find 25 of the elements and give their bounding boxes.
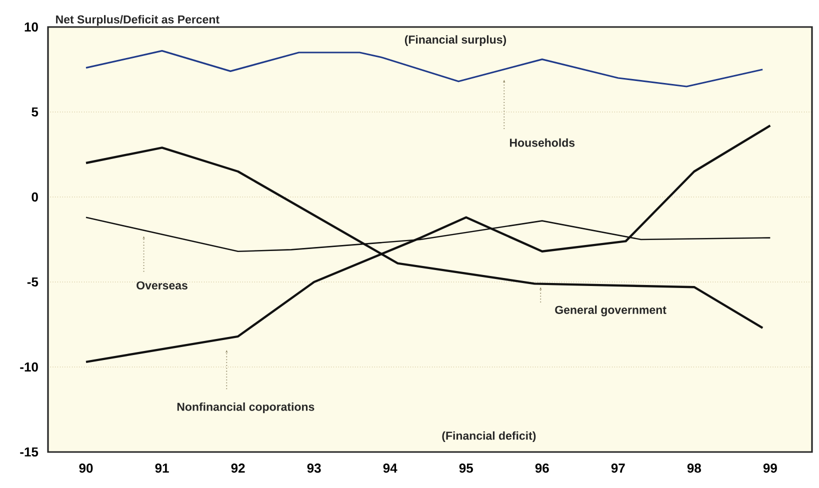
- y-tick-label: -10: [20, 362, 38, 372]
- x-tick-label: 95: [459, 464, 473, 473]
- x-tick-label: 97: [611, 464, 625, 473]
- x-tick-label: 90: [79, 464, 93, 473]
- annotation: (Financial deficit): [442, 431, 536, 442]
- x-tick-label: 92: [231, 464, 245, 473]
- x-tick-label: 94: [383, 464, 398, 473]
- series-label: General government: [555, 306, 666, 316]
- line-series: [84, 124, 772, 363]
- line-series: [85, 50, 764, 88]
- y-tick-label: 10: [24, 22, 38, 32]
- x-tick-label: 96: [535, 464, 549, 473]
- x-tick-label: 91: [155, 464, 169, 473]
- y-tick-label: -5: [27, 277, 38, 287]
- text: Overseas: [136, 281, 188, 290]
- x-tick-label: 99: [763, 464, 777, 473]
- y-axis-title: Net Surplus/Deficit as Percent: [56, 15, 220, 26]
- text: Households: [510, 138, 575, 147]
- x-tick-label: 98: [687, 464, 702, 473]
- y-tick-label: 0: [32, 192, 38, 202]
- y-tick-label: -15: [20, 447, 38, 457]
- text: Nonfinancial coporations: [177, 402, 314, 414]
- y-tick-label: 5: [32, 107, 38, 117]
- x-tick-label: 93: [307, 464, 321, 473]
- annotation: (Financial surplus): [404, 35, 506, 46]
